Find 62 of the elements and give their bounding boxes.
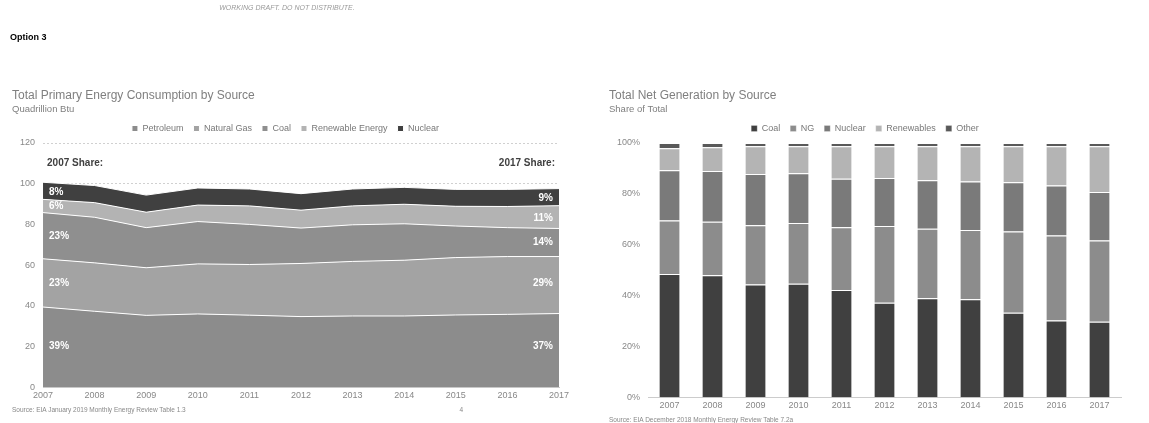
text: Option 3 <box>10 32 47 42</box>
annotation: 23% <box>49 230 70 242</box>
x-tick-label: 2010 <box>788 400 809 411</box>
legend-label: Petroleum <box>142 122 184 133</box>
annotation: 9% <box>538 191 554 203</box>
x-tick-label: 2016 <box>1046 400 1067 411</box>
x-tick-label: 2017 <box>548 390 570 401</box>
annotation: 37% <box>532 340 554 352</box>
legend-label: Coal <box>272 122 291 133</box>
y-tick-label: 0 <box>30 381 36 392</box>
y-tick-label: 60% <box>622 239 641 250</box>
x-tick-label: 2007 <box>659 400 680 411</box>
x-tick-label: 2009 <box>745 400 766 411</box>
x-tick-label: 2012 <box>290 390 312 401</box>
chart-title: Total Primary Energy Consumption by Source <box>11 88 256 102</box>
annotation: 2007 Share: <box>47 156 104 168</box>
annotation: 8% <box>49 185 64 197</box>
x-tick-label: 2015 <box>1003 400 1024 411</box>
x-tick-label: 2014 <box>960 400 981 411</box>
annotation: 39% <box>49 340 70 352</box>
y-tick-label: 20 <box>25 340 36 351</box>
annotation: 6% <box>49 199 64 211</box>
legend-label: Nuclear <box>834 122 866 133</box>
x-tick-label: 2015 <box>445 390 466 401</box>
y-tick-label: 0% <box>627 391 641 402</box>
x-tick-label: 2012 <box>874 400 895 411</box>
x-tick-label: 2017 <box>1089 400 1110 411</box>
annotation: 14% <box>532 236 554 248</box>
x-tick-label: 2007 <box>33 390 54 401</box>
y-tick-label: 20% <box>622 340 641 351</box>
annotation: 23% <box>49 277 70 289</box>
legend-label: Renewable Energy <box>311 122 389 133</box>
legend-label: Nuclear <box>408 122 440 133</box>
x-tick-label: 2013 <box>342 390 363 401</box>
y-tick-label: 40% <box>622 290 641 300</box>
annotation: 2017 Share: <box>498 156 555 168</box>
legend-label: NG <box>800 122 815 133</box>
x-tick-label: 2014 <box>394 390 415 401</box>
y-tick-label: 100 <box>19 178 36 189</box>
x-tick-label: 2010 <box>187 390 208 401</box>
chart-subtitle: Share of Total <box>608 103 669 114</box>
legend-label: Coal <box>761 122 781 133</box>
x-tick-label: 2009 <box>136 390 157 401</box>
y-tick-label: 120 <box>19 137 36 148</box>
legend-label: Renewables <box>886 122 937 133</box>
x-tick-label: 2016 <box>497 390 518 401</box>
legend-label: Other <box>956 122 979 133</box>
chart-title: Total Net Generation by Source <box>608 88 778 102</box>
x-tick-label: 2013 <box>917 400 938 411</box>
legend-label: Natural Gas <box>203 122 253 133</box>
annotation: 29% <box>532 277 554 289</box>
y-tick-label: 80% <box>622 188 641 199</box>
x-tick-label: 2008 <box>84 390 105 401</box>
y-tick-label: 60 <box>25 259 36 270</box>
x-tick-label: 2011 <box>239 390 260 401</box>
y-tick-label: 80 <box>25 218 36 229</box>
y-tick-label: 40 <box>25 300 36 311</box>
x-tick-label: 2011 <box>831 400 852 411</box>
y-tick-label: 100% <box>616 137 641 148</box>
chart-subtitle: Quadrillion Btu <box>11 103 76 114</box>
annotation: 11% <box>533 212 554 224</box>
x-tick-label: 2008 <box>702 400 723 411</box>
